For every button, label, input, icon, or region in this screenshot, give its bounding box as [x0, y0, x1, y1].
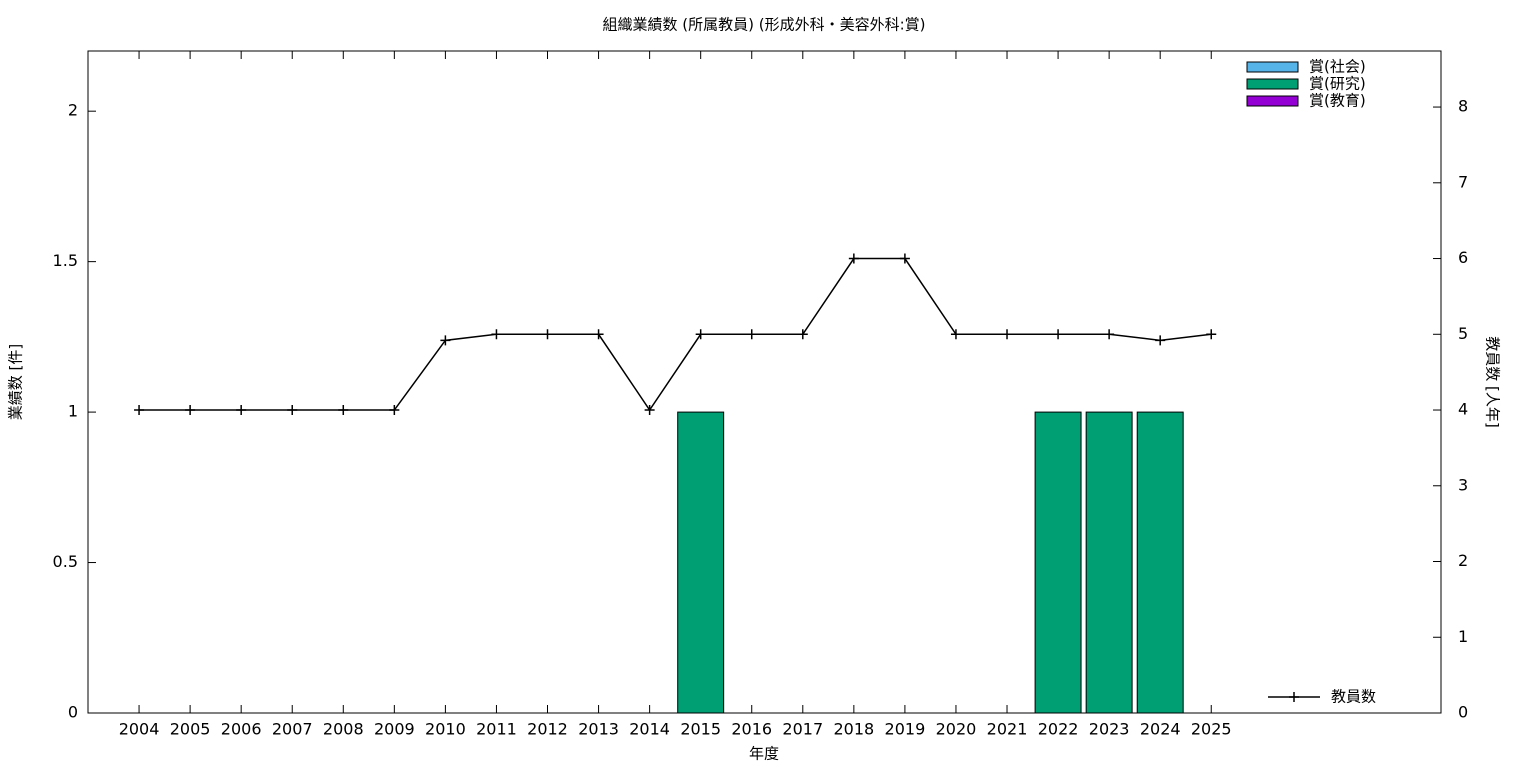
- point: [695, 329, 706, 340]
- legend-swatch: [1246, 78, 1299, 90]
- point: [797, 329, 808, 340]
- x-tick-label: 2016: [731, 720, 772, 739]
- y2-tick-label: 4: [1458, 400, 1468, 419]
- x-tick-label: 2018: [833, 720, 874, 739]
- legend-marker: [1289, 692, 1299, 702]
- x-tick-label: 2010: [425, 720, 466, 739]
- point: [899, 253, 910, 264]
- x-tick-label: 2009: [374, 720, 415, 739]
- y-tick-label: 1.5: [53, 251, 78, 270]
- x-tick-label: 2007: [272, 720, 313, 739]
- point: [236, 405, 247, 416]
- line: [139, 257, 1212, 412]
- x-tick-label: 2024: [1140, 720, 1181, 739]
- point: [134, 405, 145, 416]
- point: [644, 405, 655, 416]
- x-tick-label: 2025: [1191, 720, 1232, 739]
- legend-label: 賞(研究): [1309, 75, 1366, 93]
- y-tick-label: 0: [68, 703, 78, 722]
- y2-tick-label: 3: [1458, 475, 1468, 494]
- point: [389, 405, 400, 416]
- y-tick-label: 1: [68, 402, 78, 421]
- point: [1206, 329, 1217, 340]
- y-axis-label: 業績数 [件]: [7, 344, 25, 420]
- x-tick-label: 2012: [527, 720, 568, 739]
- point: [185, 405, 196, 416]
- legend-label: 教員数: [1331, 688, 1376, 706]
- x-tick-label: 2011: [476, 720, 517, 739]
- legend-swatch: [1246, 95, 1299, 107]
- legend-label: 賞(社会): [1309, 58, 1366, 76]
- point: [1104, 329, 1115, 340]
- bar: [1085, 411, 1133, 714]
- legend-label: 賞(教育): [1309, 92, 1366, 110]
- chart-title: 組織業績数 (所属教員) (形成外科・美容外科:賞): [602, 16, 925, 34]
- point: [593, 329, 604, 340]
- x-axis-label: 年度: [749, 745, 779, 763]
- point: [746, 329, 757, 340]
- legend-swatch: [1246, 61, 1299, 73]
- point: [1053, 329, 1064, 340]
- point: [542, 329, 553, 340]
- y2-tick-label: 1: [1458, 627, 1468, 646]
- x-tick-label: 2020: [936, 720, 977, 739]
- point: [491, 329, 502, 340]
- x-tick-label: 2017: [782, 720, 823, 739]
- x-tick-label: 2006: [221, 720, 262, 739]
- point: [1155, 335, 1166, 346]
- x-tick-label: 2008: [323, 720, 364, 739]
- x-tick-label: 2021: [987, 720, 1028, 739]
- y2-tick-label: 5: [1458, 324, 1468, 343]
- point: [440, 335, 451, 346]
- plot-frame: [87, 50, 1442, 714]
- y2-tick-label: 6: [1458, 248, 1468, 267]
- x-tick-label: 2023: [1089, 720, 1130, 739]
- bar: [1136, 411, 1184, 714]
- y-tick-label: 2: [68, 101, 78, 120]
- point: [950, 329, 961, 340]
- y-tick-label: 0.5: [53, 552, 78, 571]
- bar: [1034, 411, 1082, 714]
- point: [848, 253, 859, 264]
- y2-tick-label: 8: [1458, 97, 1468, 116]
- x-tick-label: 2004: [119, 720, 160, 739]
- x-tick-label: 2022: [1038, 720, 1079, 739]
- x-tick-label: 2005: [170, 720, 211, 739]
- x-tick-label: 2015: [680, 720, 721, 739]
- point: [338, 405, 349, 416]
- x-tick-label: 2013: [578, 720, 619, 739]
- point: [287, 405, 298, 416]
- bar: [677, 411, 725, 714]
- point: [1002, 329, 1013, 340]
- y2-tick-label: 7: [1458, 172, 1468, 191]
- y2-tick-label: 2: [1458, 551, 1468, 570]
- y2-tick-label: 0: [1458, 703, 1468, 722]
- x-tick-label: 2019: [885, 720, 926, 739]
- y2-axis-label: 教員数 [人年]: [1484, 336, 1502, 427]
- x-tick-label: 2014: [629, 720, 670, 739]
